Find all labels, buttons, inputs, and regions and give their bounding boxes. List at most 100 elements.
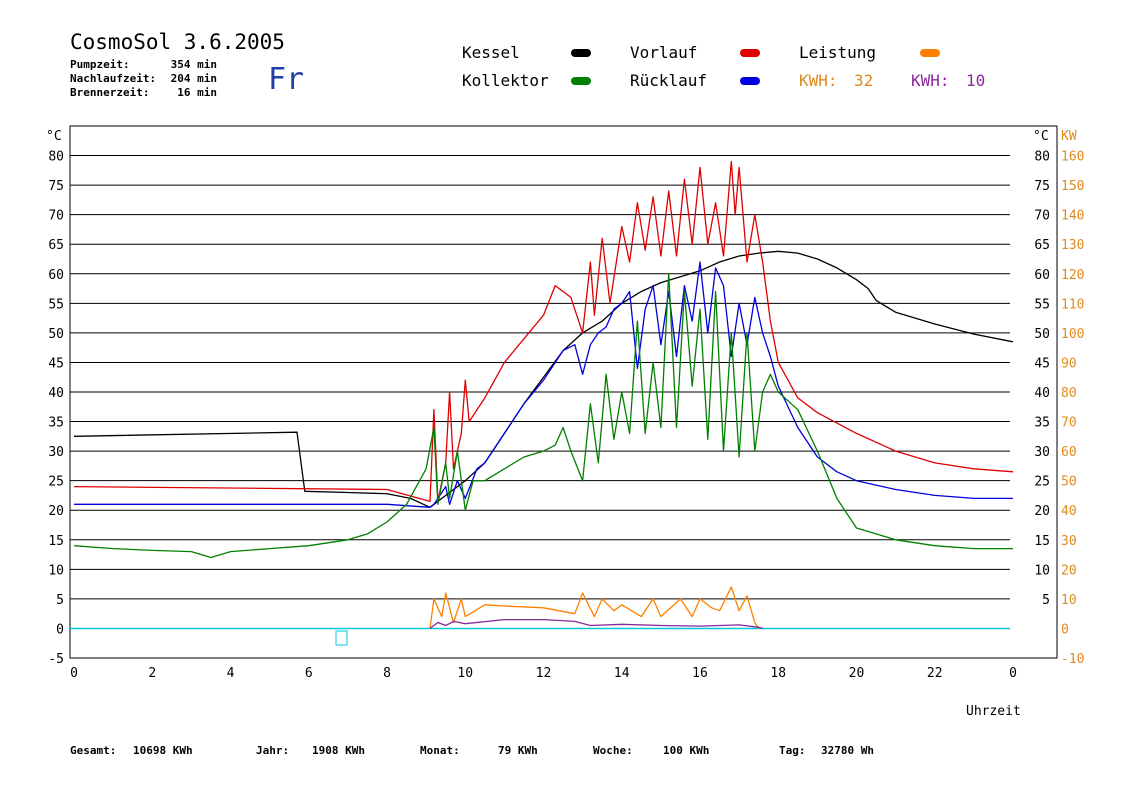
y-unit-right-temp: °C bbox=[1033, 129, 1049, 144]
time-marker[interactable] bbox=[335, 630, 348, 646]
x-axis-label: Uhrzeit bbox=[966, 704, 1021, 719]
stat-brennerzeit-label: Brennerzeit: bbox=[70, 86, 150, 99]
y-tick-right-temp: 50 bbox=[1034, 327, 1050, 342]
y-tick-right-temp: 55 bbox=[1034, 297, 1050, 312]
y-tick-left: 25 bbox=[48, 475, 64, 490]
stat-nachlaufzeit-label: Nachlaufzeit: bbox=[70, 72, 157, 85]
y-tick-right-temp: 65 bbox=[1034, 238, 1050, 253]
x-tick: 8 bbox=[383, 666, 391, 681]
x-tick: 18 bbox=[770, 666, 786, 681]
legend-label-vorlauf: Vorlauf bbox=[630, 43, 698, 62]
y-tick-right-kw: 150 bbox=[1061, 179, 1084, 194]
x-tick: 22 bbox=[927, 666, 943, 681]
series-line-ruecklauf bbox=[74, 261, 1013, 508]
y-tick-right-kw: 0 bbox=[1061, 622, 1069, 637]
y-tick-left: 45 bbox=[48, 356, 64, 371]
y-tick-right-temp: 10 bbox=[1034, 563, 1050, 578]
series-line-kessel bbox=[73, 250, 1014, 508]
y-tick-left: -5 bbox=[48, 652, 64, 667]
legend-label-ruecklauf: Rücklauf bbox=[630, 71, 708, 90]
y-tick-left: 70 bbox=[48, 209, 64, 224]
stat-pumpzeit-value: 354 min bbox=[170, 58, 217, 71]
stat-brennerzeit-value: 16 min bbox=[177, 86, 217, 99]
y-tick-right-temp: 15 bbox=[1034, 534, 1050, 549]
y-tick-right-temp: 75 bbox=[1034, 179, 1050, 194]
x-tick: 16 bbox=[692, 666, 708, 681]
chart-title: CosmoSol 3.6.2005 bbox=[70, 30, 285, 54]
stat-nachlaufzeit-value: 204 min bbox=[170, 72, 217, 85]
weekday-label: Fr bbox=[268, 62, 305, 97]
y-tick-right-kw: 120 bbox=[1061, 268, 1084, 283]
footer-tag-value: 32780 Wh bbox=[821, 744, 874, 757]
y-tick-right-kw: 100 bbox=[1061, 327, 1084, 342]
y-tick-left: 80 bbox=[48, 150, 64, 165]
x-tick: 2 bbox=[148, 666, 156, 681]
y-tick-left: 40 bbox=[48, 386, 64, 401]
legend-label-leistung: Leistung bbox=[799, 43, 877, 62]
y-tick-right-temp: 40 bbox=[1034, 386, 1050, 401]
y-tick-right-kw: 130 bbox=[1061, 238, 1084, 253]
x-tick: 10 bbox=[457, 666, 473, 681]
x-tick: 0 bbox=[1009, 666, 1017, 681]
y-tick-right-temp: 30 bbox=[1034, 445, 1050, 460]
y-tick-right-kw: 90 bbox=[1061, 356, 1077, 371]
y-tick-left: 15 bbox=[48, 534, 64, 549]
footer-tag-label: Tag: bbox=[779, 744, 806, 757]
x-tick: 0 bbox=[70, 666, 78, 681]
y-tick-left: 5 bbox=[56, 593, 64, 608]
footer-monat-value: 79 KWh bbox=[498, 744, 538, 757]
legend-swatch-kollektor bbox=[571, 77, 591, 85]
y-tick-right-kw: 10 bbox=[1061, 593, 1077, 608]
y-tick-left: 20 bbox=[48, 504, 64, 519]
x-tick: 4 bbox=[227, 666, 235, 681]
legend-swatch-ruecklauf bbox=[740, 77, 760, 85]
y-tick-right-kw: 80 bbox=[1061, 386, 1077, 401]
legend-swatch-kessel bbox=[571, 49, 591, 57]
x-tick: 14 bbox=[614, 666, 630, 681]
footer-woche-label: Woche: bbox=[593, 744, 633, 757]
x-tick: 6 bbox=[305, 666, 313, 681]
footer-monat-label: Monat: bbox=[420, 744, 460, 757]
kwh-label-1: KWH: bbox=[799, 71, 838, 90]
y-tick-right-kw: 40 bbox=[1061, 504, 1077, 519]
y-tick-right-kw: -10 bbox=[1061, 652, 1084, 667]
series-line-kollektor bbox=[73, 273, 1013, 559]
stat-pumpzeit-label: Pumpzeit: bbox=[70, 58, 130, 71]
series-line-leistung bbox=[429, 586, 760, 629]
y-tick-right-temp: 35 bbox=[1034, 416, 1050, 431]
y-tick-left: 30 bbox=[48, 445, 64, 460]
y-tick-left: 75 bbox=[48, 179, 64, 194]
footer-woche-value: 100 KWh bbox=[663, 744, 710, 757]
footer-jahr-value: 1908 KWh bbox=[312, 744, 365, 757]
y-tick-right-kw: 20 bbox=[1061, 563, 1077, 578]
y-tick-right-temp: 5 bbox=[1042, 593, 1050, 608]
y-tick-right-kw: 140 bbox=[1061, 209, 1084, 224]
y-tick-right-kw: 70 bbox=[1061, 416, 1077, 431]
y-tick-left: 50 bbox=[48, 327, 64, 342]
y-tick-right-temp: 80 bbox=[1034, 150, 1050, 165]
kwh-label-2: KWH: bbox=[911, 71, 950, 90]
y-tick-right-temp: 70 bbox=[1034, 209, 1050, 224]
kwh-value-1: 32 bbox=[854, 71, 874, 90]
series-line-brenner bbox=[429, 618, 763, 630]
y-unit-right-kw: KW bbox=[1061, 129, 1077, 144]
y-tick-right-temp: 45 bbox=[1034, 356, 1050, 371]
legend-swatch-leistung bbox=[920, 49, 940, 57]
legend-swatch-vorlauf bbox=[740, 49, 760, 57]
footer-gesamt-label: Gesamt: bbox=[70, 744, 117, 757]
legend-label-kessel: Kessel bbox=[462, 43, 520, 62]
y-tick-left: 10 bbox=[48, 563, 64, 578]
y-tick-right-kw: 60 bbox=[1061, 445, 1077, 460]
y-tick-left: 0 bbox=[56, 622, 64, 637]
y-tick-right-kw: 50 bbox=[1061, 475, 1077, 490]
y-tick-right-temp: 25 bbox=[1034, 475, 1050, 490]
series-line-vorlauf bbox=[73, 160, 1014, 503]
legend-label-kollektor: Kollektor bbox=[462, 71, 549, 90]
footer-gesamt-value: 10698 KWh bbox=[133, 744, 193, 757]
kwh-value-2: 10 bbox=[966, 71, 986, 90]
x-tick: 12 bbox=[536, 666, 552, 681]
x-tick: 20 bbox=[849, 666, 865, 681]
y-tick-right-kw: 110 bbox=[1061, 297, 1084, 312]
y-tick-right-temp: 60 bbox=[1034, 268, 1050, 283]
